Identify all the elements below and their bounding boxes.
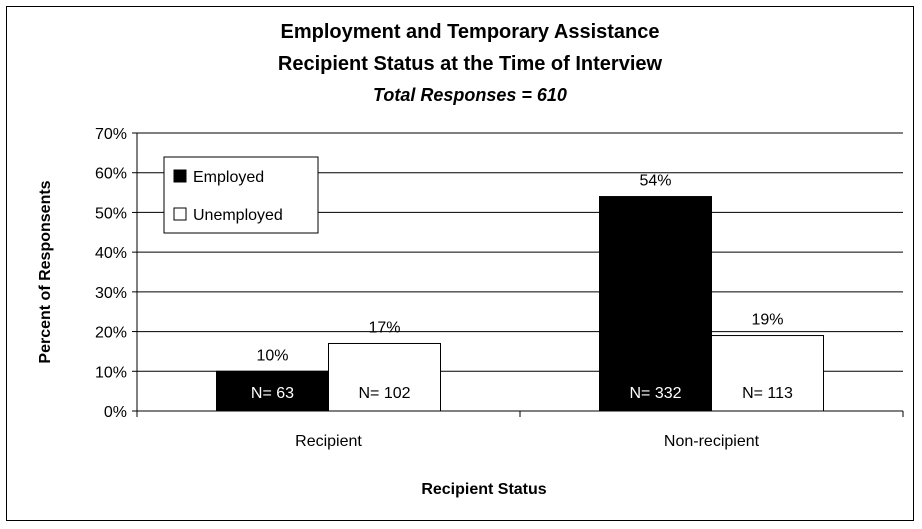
n-label: N= 113 <box>742 385 793 402</box>
data-labels-group: 10% N= 63 17% N= 102 54% N= 332 19% N= 113 <box>251 173 793 402</box>
y-tick-label: 10% <box>95 364 127 381</box>
legend-label-employed: Employed <box>193 169 264 186</box>
n-label: N= 102 <box>358 385 410 402</box>
n-label: N= 63 <box>251 385 294 402</box>
legend: Employed Unemployed <box>163 156 319 234</box>
value-label: 17% <box>368 319 400 336</box>
legend-swatch-employed <box>173 169 187 183</box>
y-axis-title: Percent of Responsents <box>37 180 54 363</box>
value-label: 10% <box>256 347 288 364</box>
y-tick-label: 30% <box>95 285 127 302</box>
bar-employed-non-recipient <box>599 196 712 412</box>
legend-box <box>163 156 319 234</box>
chart-title-line-1: Employment and Temporary Assistance <box>280 21 659 43</box>
y-tick-label: 0% <box>104 404 127 421</box>
chart-title-line-2: Recipient Status at the Time of Intervie… <box>278 53 663 75</box>
bars-group <box>216 196 824 412</box>
y-tick-label: 70% <box>95 126 127 143</box>
value-label: 54% <box>639 173 671 190</box>
bar-unemployed-non-recipient <box>711 335 824 412</box>
y-tick-label: 20% <box>95 325 127 342</box>
legend-label-unemployed: Unemployed <box>193 207 283 224</box>
tick-labels-group: 0% 10% 20% 30% 40% 50% 60% 70% Recipient Non-reci… <box>95 126 760 450</box>
y-tick-label: 50% <box>95 205 127 222</box>
bar-unemployed-recipient <box>328 342 441 412</box>
x-tick-label: Recipient <box>295 433 362 450</box>
y-tick-label: 60% <box>95 166 127 183</box>
x-tick-label: Non-recipient <box>664 433 760 450</box>
chart-frame <box>6 6 914 521</box>
legend-swatch-unemployed <box>173 207 187 221</box>
y-tick-label: 40% <box>95 245 127 262</box>
chart-subtitle: Total Responses = 610 <box>373 85 567 105</box>
x-axis-title: Recipient Status <box>421 481 546 498</box>
value-label: 19% <box>751 312 783 329</box>
n-label: N= 332 <box>629 385 681 402</box>
axes-group <box>132 132 904 417</box>
bar-employed-recipient <box>216 370 329 412</box>
